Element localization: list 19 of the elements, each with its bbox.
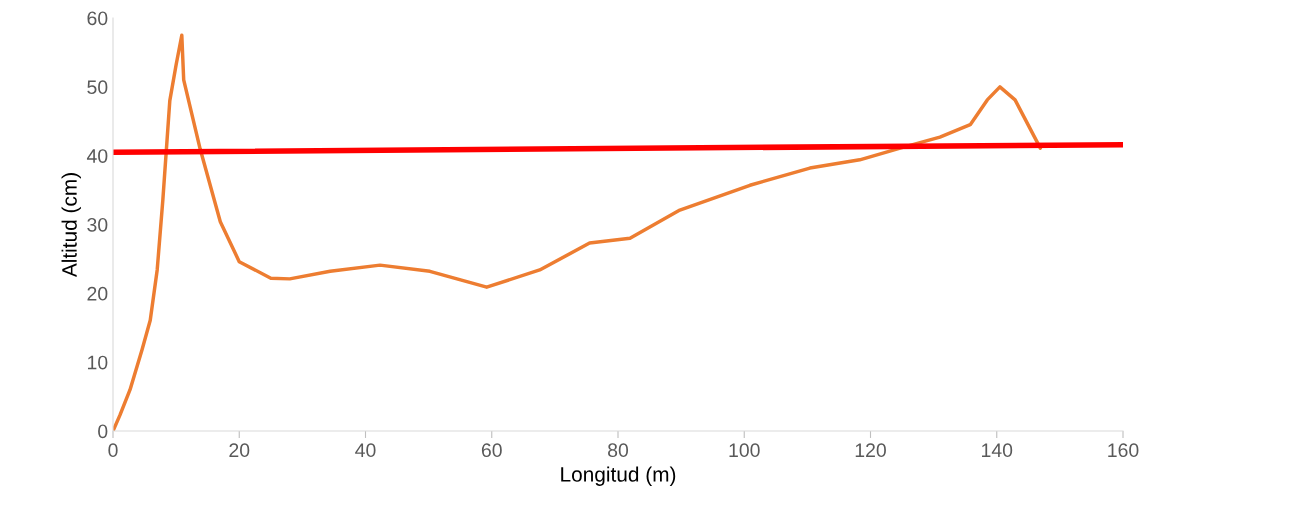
x-tick-label: 60 (481, 443, 502, 458)
y-tick-label: 10 (88, 355, 108, 370)
y-tick-label: 0 (98, 424, 108, 439)
y-axis-title: Altitud (cm) (61, 173, 81, 278)
y-tick-label: 20 (87, 286, 108, 301)
y-tick-label: 60 (87, 11, 108, 26)
x-tick-label: 0 (108, 443, 118, 458)
x-tick-label: 80 (608, 443, 629, 458)
x-axis-title: Longitud (m) (561, 466, 676, 486)
line-series (113, 33, 1043, 431)
y-tick-label: 50 (87, 80, 108, 95)
y-tick-label: 40 (86, 149, 108, 163)
x-tick-label: 20 (229, 443, 250, 458)
x-tick-label: 160 (1108, 443, 1139, 458)
x-tick-label: 40 (355, 443, 376, 458)
x-tick-label: 100 (729, 443, 760, 458)
y-tick-label: 30 (87, 217, 108, 232)
x-tick-label: 120 (855, 443, 886, 458)
x-tick-label: 140 (982, 443, 1013, 458)
